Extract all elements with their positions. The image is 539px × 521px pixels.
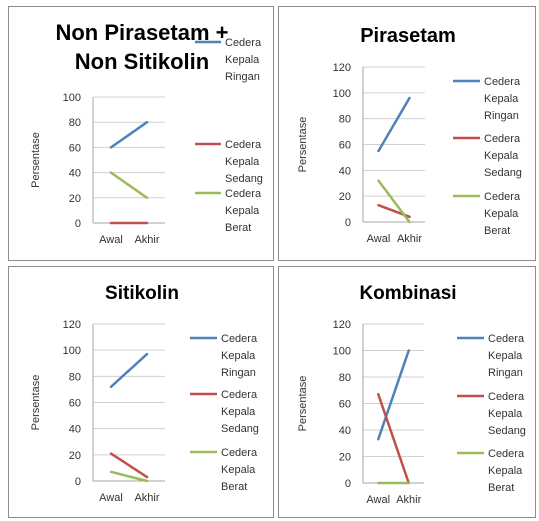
x-tick-label: Awal bbox=[366, 494, 390, 506]
chart-svg: Non Pirasetam +Non Sitikolin020406080100… bbox=[30, 20, 263, 246]
y-tick-label: 80 bbox=[69, 371, 81, 383]
legend-label: Kepala bbox=[488, 350, 523, 362]
y-tick-label: 80 bbox=[339, 372, 351, 384]
legend-label: Kepala bbox=[484, 208, 519, 220]
x-tick-label: Akhir bbox=[134, 492, 159, 504]
chart-title: Non Sitikolin bbox=[75, 49, 209, 74]
chart-panel-sitikolin: Sitikolin 0 20 40 60 80 100 120 Awal Akhir Persent… bbox=[8, 266, 274, 518]
y-tick-label: 120 bbox=[333, 62, 351, 74]
x-tick-label: Akhir bbox=[397, 233, 422, 245]
chart-svg: Pirasetam 0 20 40 60 80 100 120 Awal Akhir Persent… bbox=[297, 25, 522, 245]
series-line-berat bbox=[109, 470, 149, 483]
y-axis-title: Persentase bbox=[30, 375, 42, 431]
y-tick-label: 60 bbox=[339, 140, 351, 152]
chart-title: Sitikolin bbox=[105, 283, 179, 304]
x-tick-label: Awal bbox=[99, 492, 123, 504]
chart-svg: Kombinasi 0 20 40 60 80 100 120 Awal Akhir Persent… bbox=[297, 283, 526, 506]
legend-label: Cedera bbox=[221, 333, 258, 345]
legend-label: Kepala bbox=[484, 93, 519, 105]
y-tick-label: 120 bbox=[333, 319, 351, 331]
y-tick-label: 40 bbox=[69, 424, 81, 436]
legend-label: Ringan bbox=[488, 367, 523, 379]
y-tick-label: 40 bbox=[339, 425, 351, 437]
y-tick-label: 0 bbox=[75, 476, 81, 488]
legend-label: Cedera bbox=[221, 389, 258, 401]
series-line-sedang bbox=[377, 392, 410, 485]
legend-label: Ringan bbox=[484, 110, 519, 122]
legend-label: Kepala bbox=[488, 465, 523, 477]
chart-title: Pirasetam bbox=[360, 25, 456, 47]
y-axis-title: Persentase bbox=[297, 376, 309, 432]
y-tick-label: 60 bbox=[69, 398, 81, 410]
y-tick-label: 100 bbox=[333, 346, 351, 358]
legend-label: Kepala bbox=[225, 156, 260, 168]
legend-label: Berat bbox=[484, 225, 510, 237]
legend-label: Cedera bbox=[488, 333, 525, 345]
y-tick-label: 0 bbox=[345, 478, 351, 490]
chart-panel-pirasetam: Pirasetam 0 20 40 60 80 100 120 Awal Akhir Persent… bbox=[278, 6, 536, 261]
chart-panel-kombinasi: Kombinasi 0 20 40 60 80 100 120 Awal Akhir Persent… bbox=[278, 266, 536, 518]
legend-label: Sedang bbox=[221, 423, 259, 435]
legend-label: Berat bbox=[488, 482, 514, 494]
legend-label: Kepala bbox=[488, 408, 523, 420]
legend-label: Sedang bbox=[484, 167, 522, 179]
legend-label: Cedera bbox=[484, 76, 521, 88]
series-line-berat bbox=[377, 179, 411, 224]
y-tick-label: 20 bbox=[339, 191, 351, 203]
y-axis-title: Persentase bbox=[297, 117, 309, 173]
y-tick-label: 100 bbox=[63, 92, 81, 104]
y-axis-title: Persentase bbox=[30, 132, 42, 188]
x-tick-label: Akhir bbox=[134, 234, 159, 246]
legend-label: Ringan bbox=[225, 71, 260, 83]
legend-label: Berat bbox=[225, 222, 251, 234]
legend-label: Kepala bbox=[221, 406, 256, 418]
y-tick-label: 40 bbox=[69, 168, 81, 180]
legend-label: Cedera bbox=[488, 448, 525, 460]
series-line-ringan bbox=[109, 120, 149, 149]
legend-label: Cedera bbox=[488, 391, 525, 403]
legend-label: Kepala bbox=[225, 205, 260, 217]
y-tick-label: 20 bbox=[69, 193, 81, 205]
y-tick-label: 20 bbox=[339, 452, 351, 464]
legend-label: Berat bbox=[221, 481, 247, 493]
legend-label: Kepala bbox=[484, 150, 519, 162]
series-line-ringan bbox=[377, 96, 411, 153]
chart-svg: Sitikolin 0 20 40 60 80 100 120 Awal Akhir Persent… bbox=[30, 283, 259, 504]
legend-label: Cedera bbox=[484, 191, 521, 203]
x-tick-label: Awal bbox=[367, 233, 391, 245]
x-tick-label: Akhir bbox=[396, 494, 421, 506]
legend-label: Kepala bbox=[221, 350, 256, 362]
legend-label: Cedera bbox=[221, 447, 258, 459]
y-tick-label: 120 bbox=[63, 319, 81, 331]
legend-label: Kepala bbox=[221, 464, 256, 476]
x-tick-label: Awal bbox=[99, 234, 123, 246]
legend-label: Cedera bbox=[484, 133, 521, 145]
series-line-ringan bbox=[377, 349, 410, 441]
legend-label: Kepala bbox=[225, 54, 260, 66]
y-tick-label: 20 bbox=[69, 450, 81, 462]
legend-label: Ringan bbox=[221, 367, 256, 379]
y-tick-label: 40 bbox=[339, 165, 351, 177]
legend-label: Sedang bbox=[488, 425, 526, 437]
series-line-ringan bbox=[109, 352, 149, 389]
legend-label: Cedera bbox=[225, 139, 262, 151]
chart-title: Kombinasi bbox=[359, 283, 456, 304]
chart-panel-non-pirasetam-non-sitikolin: Non Pirasetam + Non Sitikolin 0 20 40 60 80 100… bbox=[8, 6, 274, 261]
y-tick-label: 100 bbox=[333, 88, 351, 100]
legend-label: Sedang bbox=[225, 173, 263, 185]
y-tick-label: 100 bbox=[63, 345, 81, 357]
y-tick-label: 0 bbox=[75, 218, 81, 230]
y-tick-label: 80 bbox=[69, 117, 81, 129]
y-tick-label: 60 bbox=[339, 399, 351, 411]
y-tick-label: 60 bbox=[69, 142, 81, 154]
legend-label: Cedera bbox=[225, 37, 262, 49]
y-tick-label: 80 bbox=[339, 114, 351, 126]
series-line-berat bbox=[109, 171, 149, 200]
y-tick-label: 0 bbox=[345, 217, 351, 229]
legend-label: Cedera bbox=[225, 188, 262, 200]
series-line-sedang bbox=[109, 452, 149, 479]
